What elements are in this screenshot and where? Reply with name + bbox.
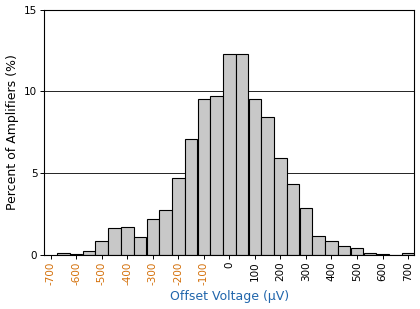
Bar — [376, 254, 389, 255]
Bar — [351, 248, 363, 255]
Bar — [364, 253, 376, 255]
Bar — [249, 99, 261, 255]
Bar — [70, 254, 82, 255]
Bar — [274, 158, 287, 255]
Bar — [312, 236, 325, 255]
Bar — [121, 227, 134, 255]
Bar — [108, 228, 121, 255]
Bar — [185, 139, 197, 255]
Y-axis label: Percent of Amplifiers (%): Percent of Amplifiers (%) — [5, 54, 18, 210]
Bar — [159, 210, 172, 255]
Bar — [236, 54, 248, 255]
Bar — [95, 241, 108, 255]
Bar — [325, 241, 338, 255]
Bar — [197, 99, 210, 255]
Bar — [402, 253, 414, 255]
Bar — [57, 253, 70, 255]
X-axis label: Offset Voltage (μV): Offset Voltage (μV) — [170, 290, 289, 303]
Bar — [287, 184, 299, 255]
Bar — [83, 251, 95, 255]
Bar — [172, 178, 184, 255]
Bar — [147, 219, 159, 255]
Bar — [134, 237, 146, 255]
Bar — [210, 96, 223, 255]
Bar — [338, 246, 351, 255]
Bar — [223, 54, 236, 255]
Bar — [300, 208, 312, 255]
Bar — [261, 117, 274, 255]
